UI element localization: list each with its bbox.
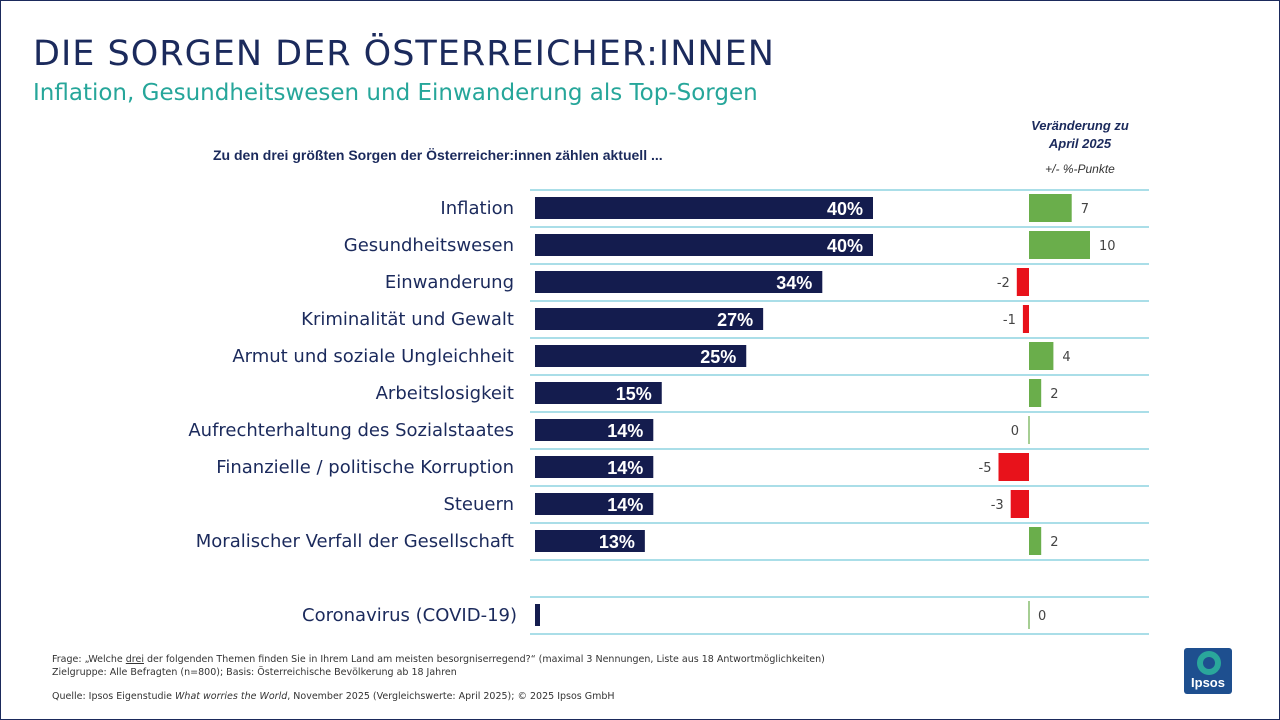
value-bar — [535, 345, 747, 367]
value-bar — [535, 271, 823, 293]
value-bar — [535, 419, 654, 441]
change-label: 2 — [1050, 387, 1058, 402]
change-label: 0 — [1038, 609, 1046, 624]
category-label: Kriminalität und Gewalt — [301, 309, 514, 330]
category-label: Finanzielle / politische Korruption — [216, 457, 514, 478]
category-label: Coronavirus (COVID-19) — [302, 605, 517, 626]
value-bar — [535, 456, 654, 478]
value-bar — [535, 308, 764, 330]
change-label: 4 — [1062, 350, 1070, 365]
page-title: DIE SORGEN DER ÖSTERREICHER:INNEN — [33, 34, 775, 74]
category-label: Armut und soziale Ungleichheit — [232, 346, 514, 367]
value-bar — [535, 382, 662, 404]
value-label: 34% — [776, 273, 812, 293]
change-label: -1 — [1003, 313, 1016, 328]
page-subtitle: Inflation, Gesundheitswesen und Einwande… — [33, 80, 758, 106]
value-label: 14% — [607, 458, 643, 478]
footer-question: Frage: „Welche drei der folgenden Themen… — [52, 654, 825, 665]
change-bar — [1022, 305, 1029, 333]
value-label: 14% — [607, 495, 643, 515]
category-label: Inflation — [440, 198, 514, 219]
value-bar — [535, 493, 654, 515]
value-label: 40% — [827, 199, 863, 219]
change-label: -2 — [997, 276, 1010, 291]
ipsos-logo: Ipsos — [1184, 648, 1232, 694]
footer-target-group: Zielgruppe: Alle Befragten (n=800); Basi… — [52, 667, 457, 678]
value-bar — [535, 197, 873, 219]
change-label: -5 — [979, 461, 992, 476]
category-label: Steuern — [443, 494, 514, 515]
change-label: 7 — [1081, 202, 1089, 217]
value-bar — [535, 234, 873, 256]
change-bar — [1029, 379, 1042, 407]
value-label: 25% — [700, 347, 736, 367]
change-bar — [1010, 490, 1029, 518]
change-bar — [998, 453, 1029, 481]
change-column-unit: +/- %-Punkte — [1045, 162, 1115, 176]
value-label: 27% — [717, 310, 753, 330]
value-label: 14% — [607, 421, 643, 441]
change-label: 0 — [1011, 424, 1019, 439]
change-label: -3 — [991, 498, 1004, 513]
value-bar — [535, 604, 540, 626]
change-bar — [1029, 231, 1090, 259]
change-bar — [1029, 342, 1054, 370]
category-label: Arbeitslosigkeit — [376, 383, 514, 404]
category-label: Einwanderung — [385, 272, 514, 293]
value-label: 13% — [599, 532, 635, 552]
question-label: Zu den drei größten Sorgen der Österreic… — [213, 147, 663, 163]
footer-source: Quelle: Ipsos Eigenstudie What worries t… — [52, 691, 615, 702]
value-label: 40% — [827, 236, 863, 256]
change-bar — [1029, 527, 1042, 555]
change-bar — [1016, 268, 1029, 296]
value-bar — [535, 530, 645, 552]
change-label: 10 — [1099, 239, 1116, 254]
change-column-title: Veränderung zu April 2025 — [1031, 118, 1129, 151]
value-label: 15% — [616, 384, 652, 404]
category-label: Gesundheitswesen — [344, 235, 514, 256]
change-label: 2 — [1050, 535, 1058, 550]
change-bar — [1029, 194, 1072, 222]
category-label: Aufrechterhaltung des Sozialstaates — [188, 420, 514, 441]
category-label: Moralischer Verfall der Gesellschaft — [196, 531, 514, 552]
